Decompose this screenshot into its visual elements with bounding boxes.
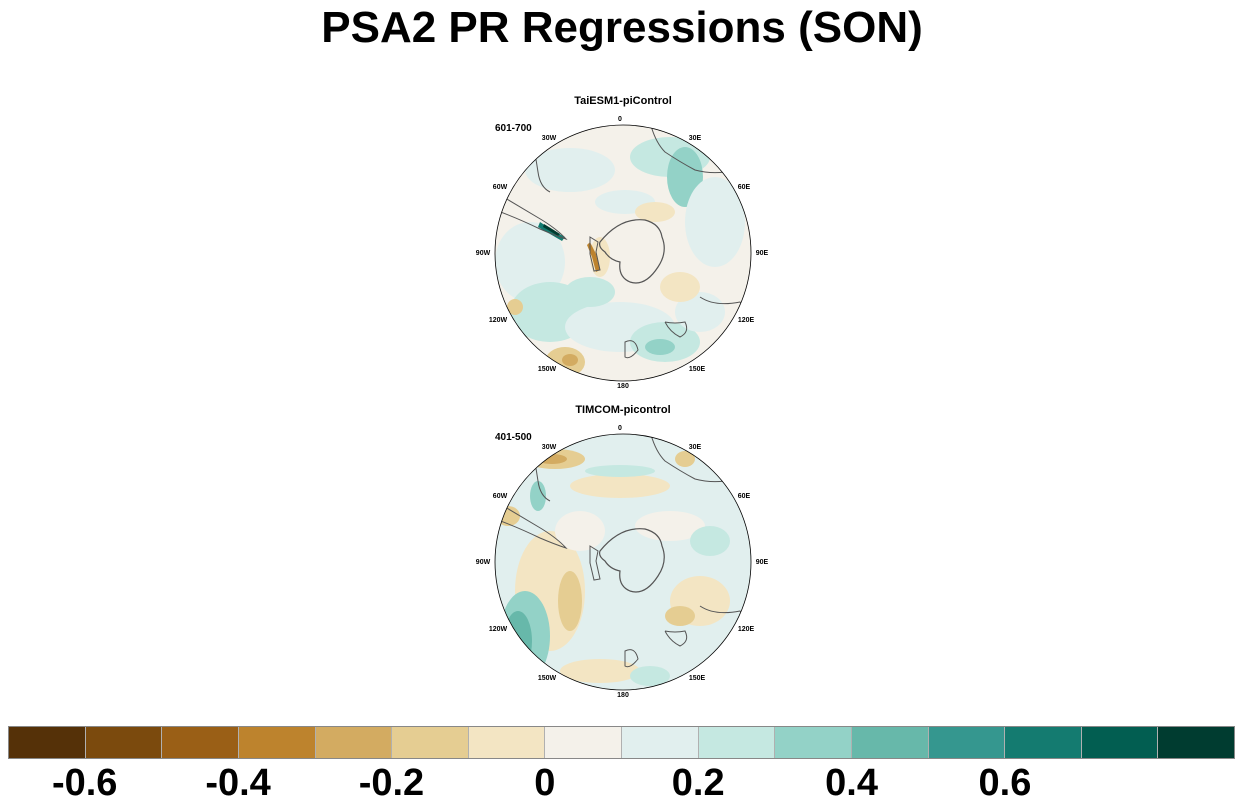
colorbar-swatch [315,727,393,758]
polar-map: 0 30E 60E 90E 120E 150E 180 150W 120W 90… [476,425,769,699]
lon-label: 60E [738,493,751,500]
lon-label: 90E [756,559,769,566]
period-label: 601-700 [495,123,532,134]
colorbar-swatch [9,727,86,758]
colorbar-swatch [1005,727,1082,758]
lon-label: 150W [538,675,557,682]
lon-label: 60W [493,184,508,191]
colorbar-swatch [1081,727,1159,758]
panel-title: TIMCOM-picontrol [575,404,671,416]
colorbar-swatch [545,727,622,758]
colorbar-swatch [392,727,469,758]
lon-label: 90W [476,250,491,257]
colorbar-swatch [238,727,316,758]
colorbar-swatch [1158,727,1234,758]
colorbar-swatch [928,727,1006,758]
colorbar-tick-label: 0 [534,762,556,804]
lon-label: 0 [618,425,622,432]
lon-label: 120W [489,317,508,324]
lon-label: 30E [689,444,702,451]
colorbar-swatch [468,727,546,758]
colorbar-tick-label: 0.2 [671,762,725,804]
period-label: 401-500 [495,432,532,443]
colorbar-swatch [85,727,163,758]
figure-title: PSA2 PR Regressions (SON) [321,3,923,52]
map-panel-timcom: TIMCOM-picontrol 401-500 [470,401,780,701]
colorbar-swatch [851,727,929,758]
lon-label: 90W [476,559,491,566]
panel-title: TaiESM1-piControl [574,95,672,107]
polar-map: 0 30E 60E 90E 120E 150E 180 150W 120W 90… [476,116,769,390]
colorbar-swatch [775,727,852,758]
lon-label: 120E [738,317,755,324]
lon-label: 30W [542,135,557,142]
lon-label: 180 [617,692,629,699]
lon-label: 180 [617,383,629,390]
colorbar-swatch [698,727,776,758]
colorbar-tick-label: 0.6 [978,762,1032,804]
colorbar-tick-label: -0.2 [358,762,425,804]
colorbar-tick-label: 0.4 [825,762,878,804]
lon-label: 60E [738,184,751,191]
lon-label: 0 [618,116,622,123]
lon-label: 150E [689,675,706,682]
lon-label: 150E [689,366,706,373]
map-panel-taiesm1: TaiESM1-piControl 601-700 [470,92,780,392]
lon-label: 120W [489,626,508,633]
lon-label: 30W [542,444,557,451]
colorbar-tick-label: -0.6 [51,762,118,804]
lon-label: 90E [756,250,769,257]
lon-label: 120E [738,626,755,633]
colorbar-swatch [622,727,699,758]
lon-label: 60W [493,493,508,500]
lon-label: 150W [538,366,557,373]
colorbar [8,726,1235,759]
lon-label: 30E [689,135,702,142]
colorbar-swatch [162,727,239,758]
colorbar-tick-label: -0.4 [205,762,271,804]
